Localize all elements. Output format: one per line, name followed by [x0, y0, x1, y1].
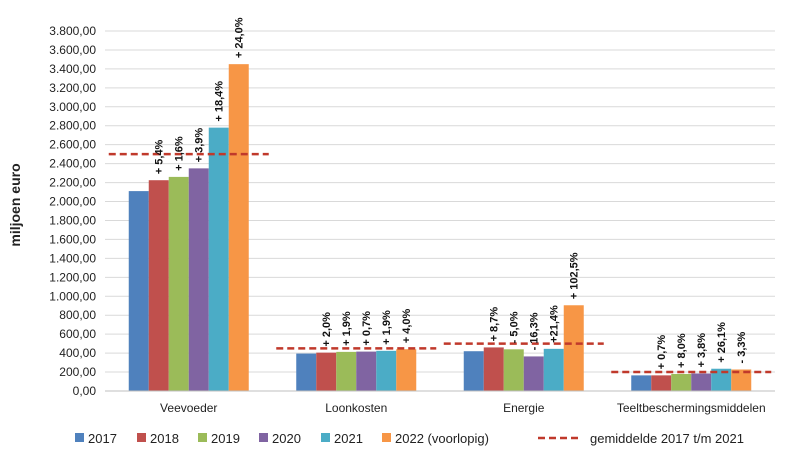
bar: [128, 191, 149, 391]
bar: [483, 347, 504, 391]
legend-label: 2021: [334, 431, 363, 446]
category-labels: Veevoeder Loonkosten Energie Teeltbeschermi…: [160, 401, 766, 415]
y-axis-title: miljoen euro: [7, 163, 23, 246]
bar: [563, 305, 584, 391]
legend-label: 2022 (voorlopig): [395, 431, 489, 446]
percentage-labels: + 5,4% + 1,6% + 3,9% + 18,4% + 24,0% + 2,0% + …: [154, 17, 749, 369]
y-tick-label: 3.600,00: [49, 43, 96, 57]
bar: [691, 373, 712, 391]
bar: [336, 351, 357, 391]
bar: [731, 369, 752, 391]
bar: [671, 373, 692, 391]
y-tick-label: 200,00: [59, 365, 96, 379]
bar: [168, 176, 189, 391]
legend-label: 2018: [150, 431, 179, 446]
bar-percentage-label: + 4,0%: [401, 308, 413, 343]
bar-percentage-label: + 102,5%: [569, 252, 581, 299]
category-label: Veevoeder: [160, 401, 217, 415]
bar-percentage-label: + 8,7%: [489, 307, 501, 342]
y-tick-label: 1.600,00: [49, 232, 96, 246]
y-tick-label: 2.800,00: [49, 119, 96, 133]
legend-swatch: [321, 433, 330, 442]
average-lines: [108, 152, 772, 374]
bar: [651, 375, 672, 391]
bar-percentage-label: - 16,3%: [529, 312, 541, 350]
y-tick-label: 3.200,00: [49, 81, 96, 95]
bar: [631, 375, 652, 391]
category-label: Energie: [503, 401, 545, 415]
bar: [396, 349, 417, 391]
y-tick-label: 1.400,00: [49, 251, 96, 265]
y-tick-label: 2.600,00: [49, 138, 96, 152]
bar-percentage-label: + 18,4%: [214, 81, 226, 122]
y-tick-label: 400,00: [59, 346, 96, 360]
bar: [463, 351, 484, 391]
bar: [316, 352, 337, 391]
legend-swatch: [198, 433, 207, 442]
bar-percentage-label: + 24,0%: [234, 17, 246, 58]
bar-percentage-label: + 5,4%: [154, 139, 166, 174]
bar: [148, 180, 169, 391]
bar-percentage-label: + 8,0%: [676, 333, 688, 368]
legend: 2017 2018 2019 2020 2021 2022 (voorlopig) gemi…: [75, 431, 744, 446]
bar: [543, 348, 564, 391]
bar-percentage-label: + 3,8%: [696, 333, 708, 368]
bar: [523, 356, 544, 391]
legend-swatch: [259, 433, 268, 442]
legend-swatch: [382, 433, 391, 442]
y-tick-label: 3.800,00: [49, 24, 96, 38]
bar: [296, 353, 317, 391]
legend-average-label: gemiddelde 2017 t/m 2021: [590, 431, 744, 446]
y-tick-label: 3.000,00: [49, 100, 96, 114]
bar: [188, 168, 209, 391]
y-tick-label: 2.200,00: [49, 176, 96, 190]
y-tick-label: 2.000,00: [49, 195, 96, 209]
y-tick-label: 600,00: [59, 327, 96, 341]
bar-percentage-label: + 0,7%: [361, 311, 373, 346]
y-tick-label: 0,00: [73, 384, 97, 398]
bar-percentage-label: + 26,1%: [716, 322, 728, 363]
bar: [503, 349, 524, 391]
legend-label: 2020: [272, 431, 301, 446]
category-label: Teeltbeschermingsmiddelen: [617, 401, 766, 415]
bars: [128, 64, 752, 391]
bar: [711, 368, 732, 391]
legend-label: 2017: [88, 431, 117, 446]
bar-percentage-label: - 3,3%: [736, 331, 748, 363]
legend-swatch: [137, 433, 146, 442]
bar-percentage-label: - 5,0%: [509, 311, 521, 343]
bar-percentage-label: + 1,9%: [341, 311, 353, 346]
bar: [228, 64, 249, 391]
y-axis-tick-labels: 0,00 200,00 400,00 600,00 800,00 1.000,00 1.20…: [49, 24, 96, 398]
bar: [356, 351, 377, 391]
bar: [376, 350, 397, 391]
y-tick-label: 3.400,00: [49, 62, 96, 76]
category-label: Loonkosten: [325, 401, 387, 415]
legend-swatch: [75, 433, 84, 442]
y-tick-label: 2.400,00: [49, 157, 96, 171]
y-tick-label: 800,00: [59, 308, 96, 322]
bar: [208, 127, 229, 391]
legend-label: 2019: [211, 431, 240, 446]
y-tick-label: 1.000,00: [49, 289, 96, 303]
bar-percentage-label: + 1,6%: [174, 136, 186, 171]
bar-percentage-label: + 2,0%: [321, 312, 333, 347]
bar-percentage-label: +21,4%: [549, 305, 561, 343]
y-tick-label: 1.800,00: [49, 213, 96, 227]
bar-percentage-label: + 1,9%: [381, 310, 393, 345]
y-tick-label: 1.200,00: [49, 270, 96, 284]
bar-percentage-label: + 0,7%: [656, 335, 668, 370]
bar-percentage-label: + 3,9%: [194, 128, 206, 163]
